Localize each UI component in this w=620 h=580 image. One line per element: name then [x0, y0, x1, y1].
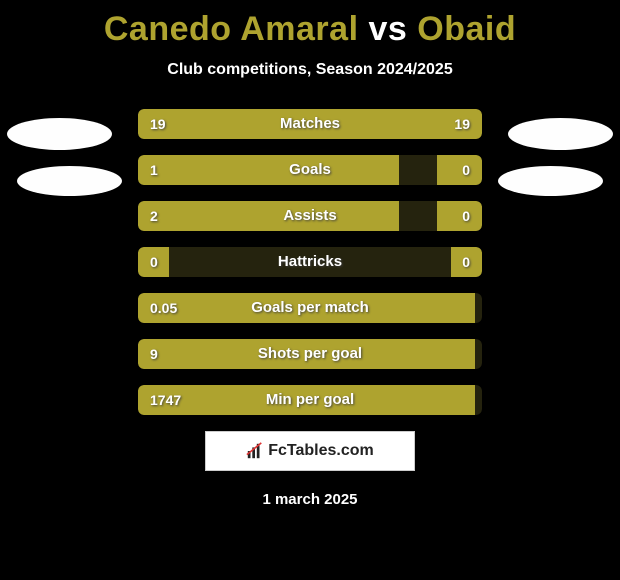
- bar-chart-icon: [246, 442, 264, 460]
- stat-bar-right-fill: [310, 109, 482, 139]
- date-text: 1 march 2025: [0, 491, 620, 508]
- player2-name: Obaid: [417, 10, 516, 48]
- stat-row: Goals per match0.05: [138, 293, 482, 323]
- player2-photo-placeholder-bottom: [498, 166, 603, 196]
- vs-text: vs: [368, 10, 407, 48]
- player2-photo-placeholder-top: [508, 118, 613, 150]
- player1-name: Canedo Amaral: [104, 10, 359, 48]
- stat-bar-left-fill: [138, 109, 310, 139]
- stat-row: Hattricks00: [138, 247, 482, 277]
- logo-text: FcTables.com: [268, 442, 374, 460]
- stat-bar-left-fill: [138, 385, 475, 415]
- player1-photo-placeholder-top: [7, 118, 112, 150]
- stat-bars-container: Matches1919 Goals10 Assists20 Hattricks00 Go…: [138, 109, 482, 415]
- stat-bar-left-fill: [138, 155, 399, 185]
- comparison-title: Canedo Amaral vs Obaid: [0, 0, 620, 49]
- stat-bar-left-fill: [138, 293, 475, 323]
- player1-photo-placeholder-bottom: [17, 166, 122, 196]
- stat-bar-right-fill: [451, 247, 482, 277]
- subtitle: Club competitions, Season 2024/2025: [0, 61, 620, 79]
- stat-row: Matches1919: [138, 109, 482, 139]
- stat-bar-left-fill: [138, 247, 169, 277]
- stat-row: Goals10: [138, 155, 482, 185]
- stat-bar-empty: [138, 247, 482, 277]
- fctables-logo: FcTables.com: [205, 431, 415, 471]
- stat-bar-left-fill: [138, 201, 399, 231]
- stat-bar-right-fill: [437, 201, 482, 231]
- stat-row: Shots per goal9: [138, 339, 482, 369]
- stat-bar-left-fill: [138, 339, 475, 369]
- stat-row: Min per goal1747: [138, 385, 482, 415]
- stat-row: Assists20: [138, 201, 482, 231]
- stat-bar-right-fill: [437, 155, 482, 185]
- stats-area: Matches1919 Goals10 Assists20 Hattricks00 Go…: [0, 109, 620, 415]
